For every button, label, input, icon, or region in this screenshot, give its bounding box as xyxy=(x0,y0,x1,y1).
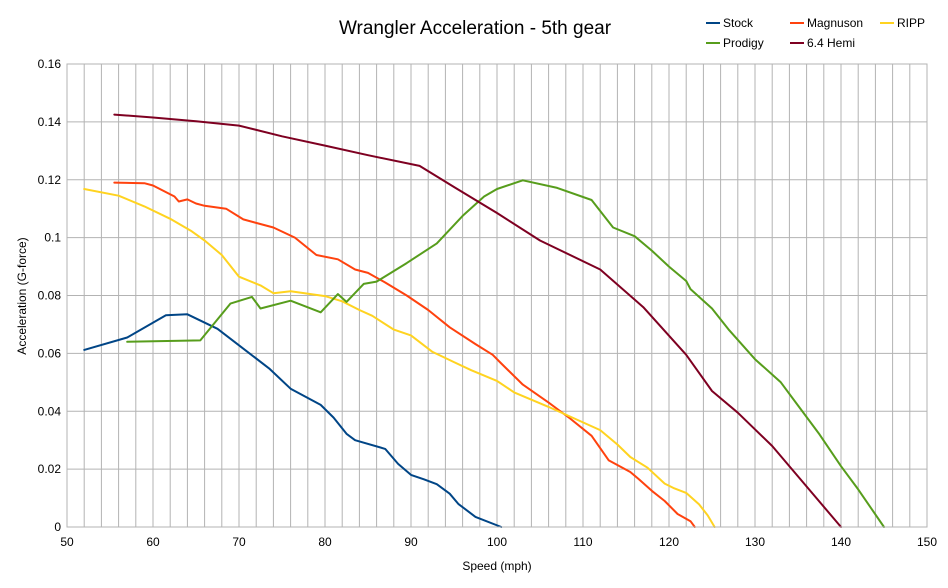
plot-frame xyxy=(66,63,928,528)
x-tick-label: 80 xyxy=(318,535,332,549)
x-tick-label: 140 xyxy=(831,535,851,549)
x-tick-label: 70 xyxy=(232,535,246,549)
x-tick-label: 150 xyxy=(917,535,937,549)
x-tick-label: 100 xyxy=(487,535,507,549)
series-line-prodigy xyxy=(126,179,885,528)
series-line-6-4-hemi xyxy=(113,113,842,528)
series-line-stock xyxy=(83,313,503,528)
y-tick-label: 0 xyxy=(54,520,61,534)
x-tick-label: 120 xyxy=(659,535,679,549)
x-tick-label: 90 xyxy=(404,535,418,549)
legend-label-ripp: RIPP xyxy=(897,16,925,30)
axes xyxy=(66,63,928,528)
y-tick-label: 0.16 xyxy=(38,57,62,71)
tick-labels: 50 60 70 80 90 100 110 120 130 140 150 0 0.02 0.04 0.0… xyxy=(38,57,938,549)
legend-label-prodigy: Prodigy xyxy=(723,36,764,50)
legend-label-6-4-hemi: 6.4 Hemi xyxy=(807,36,855,50)
legend-label-magnuson: Magnuson xyxy=(807,16,863,30)
chart-title: Wrangler Acceleration - 5th gear xyxy=(339,18,612,39)
x-axis-label: Speed (mph) xyxy=(462,559,531,573)
legend-label-stock: Stock xyxy=(723,16,754,30)
x-tick-label: 110 xyxy=(573,535,592,549)
y-tick-label: 0.04 xyxy=(38,404,62,418)
y-tick-label: 0.1 xyxy=(44,231,61,245)
y-tick-label: 0.02 xyxy=(38,462,62,476)
legend: Stock Magnuson RIPP Prodigy 6.4 Hemi xyxy=(706,16,925,50)
y-tick-label: 0.12 xyxy=(38,173,62,187)
series-line-magnuson xyxy=(113,181,696,528)
y-tick-label: 0.06 xyxy=(38,346,62,360)
x-tick-label: 130 xyxy=(745,535,765,549)
y-axis-label: Acceleration (G-force) xyxy=(15,237,29,354)
y-tick-label: 0.08 xyxy=(38,289,62,303)
grid-lines xyxy=(66,63,928,528)
series-line-ripp xyxy=(83,188,716,528)
x-tick-label: 50 xyxy=(60,535,74,549)
y-tick-label: 0.14 xyxy=(38,115,62,129)
series-lines xyxy=(83,113,885,528)
x-tick-label: 60 xyxy=(146,535,160,549)
